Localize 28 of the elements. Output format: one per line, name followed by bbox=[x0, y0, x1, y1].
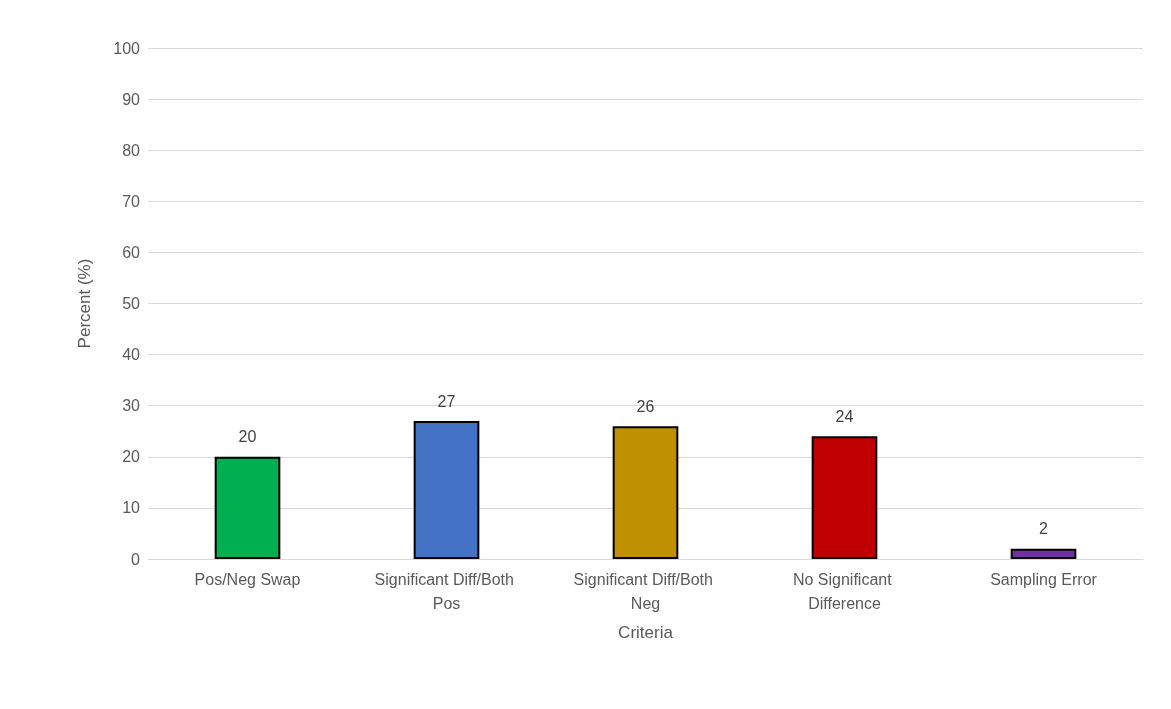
data-label: 24 bbox=[835, 407, 854, 425]
data-label: 27 bbox=[437, 392, 456, 410]
x-tick-label: Sampling Error bbox=[990, 570, 1098, 588]
bar bbox=[214, 456, 281, 559]
bar bbox=[413, 421, 480, 559]
x-tick-label: No Significant Difference bbox=[792, 570, 897, 612]
y-tick-label: 90 bbox=[122, 90, 141, 108]
data-label: 26 bbox=[636, 397, 655, 415]
y-tick-label: 40 bbox=[122, 346, 141, 364]
x-tick-label: Pos/Neg Swap bbox=[194, 570, 301, 588]
y-tick-label: 0 bbox=[131, 550, 141, 568]
y-tick-label: 20 bbox=[122, 448, 141, 466]
y-tick-label: 10 bbox=[122, 499, 141, 517]
bar bbox=[1010, 548, 1077, 559]
data-label: 2 bbox=[1039, 520, 1049, 538]
y-tick-label: 60 bbox=[122, 243, 141, 261]
x-axis-title: Criteria bbox=[618, 623, 674, 642]
y-tick-label: 100 bbox=[113, 39, 141, 57]
x-tick-label: Significant Diff/Both Neg bbox=[573, 570, 718, 612]
y-axis-title: Percent (%) bbox=[75, 258, 94, 349]
y-tick-label: 80 bbox=[122, 141, 141, 159]
data-label: 20 bbox=[238, 428, 257, 446]
x-tick-label: Significant Diff/Both Pos bbox=[374, 570, 519, 612]
bar bbox=[811, 436, 878, 559]
y-tick-label: 50 bbox=[122, 295, 141, 312]
y-tick-label: 30 bbox=[122, 397, 141, 415]
bar bbox=[612, 426, 679, 559]
y-tick-label: 70 bbox=[122, 192, 141, 210]
